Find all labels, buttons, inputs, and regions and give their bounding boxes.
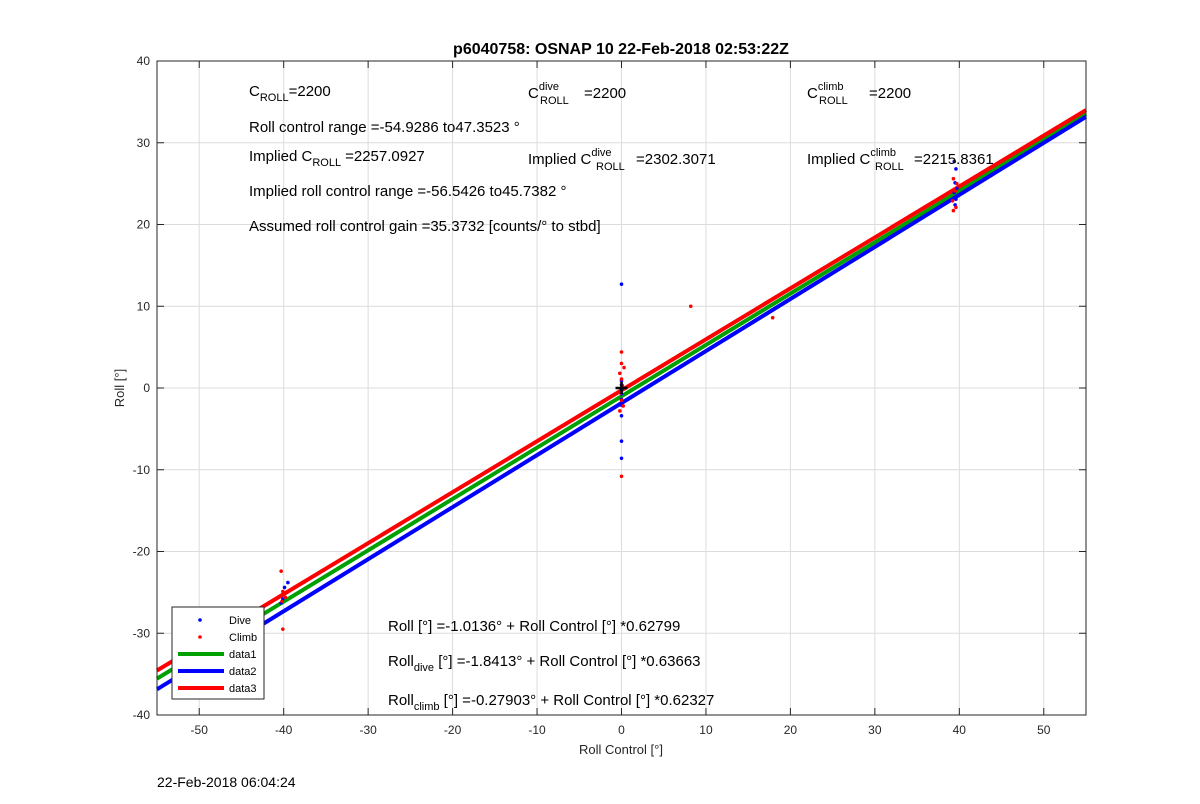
point-climb	[770, 315, 775, 320]
point-climb	[619, 398, 624, 403]
x-tick-label: -10	[528, 723, 546, 737]
implied-c-roll-climb-annotation: Implied Cclimb ROLL =2215.8361	[807, 147, 994, 173]
point-climb	[280, 599, 284, 604]
footer-timestamp: 22-Feb-2018 06:04:24	[157, 774, 296, 790]
point-climb	[618, 371, 622, 376]
point-dive	[954, 197, 958, 201]
y-tick-label: -10	[133, 463, 151, 477]
y-tick-label: 40	[137, 54, 151, 68]
point-dive	[619, 282, 624, 286]
point-climb	[950, 198, 955, 203]
point-climb	[619, 474, 624, 479]
legend-label-climb: Climb	[229, 632, 257, 644]
point-climb	[688, 304, 693, 309]
fit-climb-annotation: Rollclimb [°] =-0.27903° + Roll Control …	[388, 692, 714, 713]
point-climb	[954, 181, 959, 186]
x-tick-label: 20	[784, 723, 798, 737]
implied-c-roll-annotation: Implied CROLL =2257.0927	[249, 148, 425, 169]
point-climb	[283, 595, 288, 600]
point-dive	[286, 580, 290, 585]
point-climb	[279, 569, 283, 573]
legend-label-data2: data2	[229, 666, 257, 678]
point-dive	[952, 159, 957, 164]
implied-c-roll-dive-annotation: Implied Cdive ROLL =2302.3071	[528, 147, 716, 173]
fit-line-data2	[155, 115, 1088, 692]
c-roll-climb-annotation: Cclimb ROLL =2200	[807, 81, 911, 107]
point-climb	[619, 361, 624, 366]
legend-label-data3: data3	[229, 683, 257, 695]
x-tick-label: -30	[359, 723, 377, 737]
x-tick-label: 30	[868, 723, 882, 737]
c-roll-annotation: CROLL=2200	[249, 83, 331, 104]
fit-dive-annotation: Rolldive [°] =-1.8413° + Roll Control [°…	[388, 653, 701, 674]
point-climb	[281, 627, 285, 631]
point-climb	[619, 377, 624, 381]
point-dive	[619, 439, 624, 443]
point-climb	[618, 409, 622, 413]
y-tick-label: 10	[137, 299, 151, 313]
chart-title: p6040758: OSNAP 10 22-Feb-2018 02:53:22Z	[453, 41, 789, 58]
x-axis-label: Roll Control [°]	[579, 742, 663, 757]
x-tick-label: -40	[275, 723, 293, 737]
x-tick-label: -50	[191, 723, 209, 737]
legend-marker-climb	[198, 635, 202, 639]
point-climb	[954, 205, 958, 210]
fit-all-annotation: Roll [°] =-1.0136° + Roll Control [°] *0…	[388, 618, 680, 635]
x-tick-label: 10	[699, 723, 713, 737]
legend-marker-dive	[198, 618, 202, 622]
fit-line-data1	[155, 112, 1088, 681]
gain-annotation: Assumed roll control gain =35.3732 [coun…	[249, 218, 601, 235]
y-axis-label: Roll [°]	[112, 369, 127, 407]
point-dive	[282, 585, 287, 590]
x-tick-label: 50	[1037, 723, 1051, 737]
legend: Dive Climb data1 data2 data3	[171, 606, 265, 700]
y-tick-label: 0	[143, 381, 150, 395]
legend-label-dive: Dive	[229, 615, 251, 627]
x-tick-label: 0	[618, 723, 625, 737]
point-climb	[951, 208, 956, 213]
point-climb	[621, 404, 625, 408]
y-tick-label: 30	[137, 136, 151, 150]
origin-marker	[615, 382, 628, 394]
point-dive	[619, 456, 624, 461]
y-tick-label: -20	[133, 545, 151, 559]
implied-range-annotation: Implied roll control range =-56.5426 to4…	[249, 183, 566, 200]
point-dive	[619, 413, 624, 418]
y-tick-label: -30	[133, 626, 151, 640]
y-tick-label: -40	[133, 708, 151, 722]
point-climb	[622, 365, 626, 370]
x-tick-label: -20	[444, 723, 462, 737]
point-climb	[619, 350, 624, 354]
c-roll-dive-annotation: Cdive ROLL =2200	[528, 81, 626, 107]
roll-control-range-annotation: Roll control range =-54.9286 to47.3523 °	[249, 119, 520, 136]
y-tick-label: 20	[137, 218, 151, 232]
legend-label-data1: data1	[229, 649, 257, 661]
x-tick-label: 40	[953, 723, 967, 737]
point-climb	[281, 589, 285, 594]
axis-ticks: -50 -40 -30 -20 -10 0 10 20 30 40 50 -40 -30 -20 -10 0 1…	[133, 54, 1086, 737]
point-climb	[953, 189, 957, 193]
point-dive	[954, 167, 958, 171]
point-climb	[951, 176, 956, 181]
